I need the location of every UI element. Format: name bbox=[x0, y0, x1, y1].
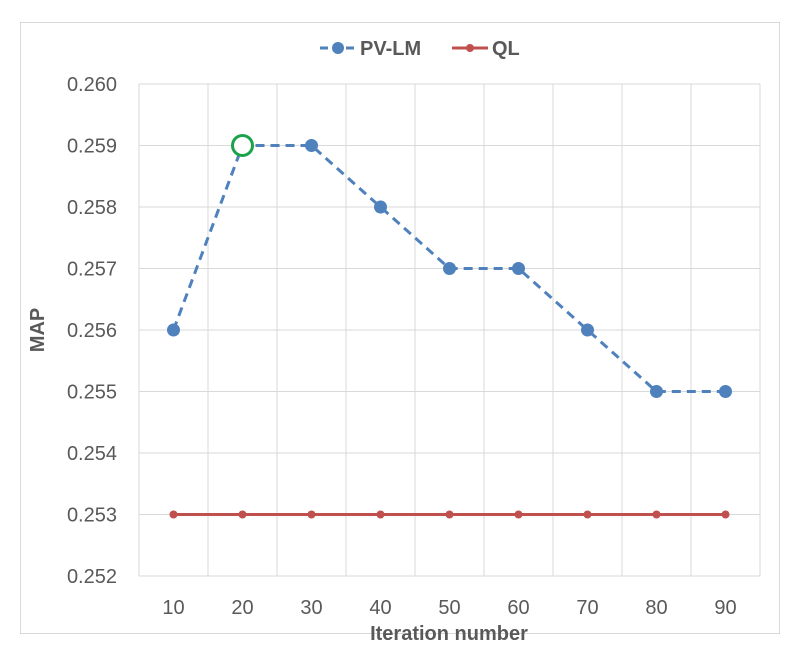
y-tick-label: 0.253 bbox=[67, 505, 117, 527]
x-tick-label: 40 bbox=[369, 597, 391, 619]
y-tick-label: 0.259 bbox=[67, 136, 117, 158]
highlighted-point bbox=[231, 134, 254, 157]
legend-pvlm-marker bbox=[332, 42, 344, 54]
x-axis-ticks: 10 20 30 40 50 60 70 80 90 bbox=[162, 597, 736, 619]
legend-ql-marker bbox=[466, 44, 474, 52]
y-tick-label: 0.255 bbox=[67, 382, 117, 404]
data-point-ql bbox=[238, 510, 247, 519]
data-point-ql bbox=[169, 510, 178, 519]
chart-frame bbox=[20, 22, 780, 634]
data-point-pv-lm bbox=[719, 385, 732, 398]
x-tick-label: 70 bbox=[576, 597, 598, 619]
data-point-pv-lm bbox=[650, 385, 663, 398]
y-tick-label: 0.257 bbox=[67, 259, 117, 281]
y-tick-label: 0.252 bbox=[67, 566, 117, 588]
legend: PV-LM QL bbox=[320, 38, 520, 60]
x-tick-label: 20 bbox=[231, 597, 253, 619]
data-point-ql bbox=[652, 510, 661, 519]
x-tick-label: 90 bbox=[714, 597, 736, 619]
x-axis-title: Iteration number bbox=[370, 623, 528, 645]
legend-pvlm-label: PV-LM bbox=[360, 38, 421, 60]
x-tick-label: 80 bbox=[645, 597, 667, 619]
data-point-pv-lm bbox=[512, 262, 525, 275]
data-point-ql bbox=[514, 510, 523, 519]
x-tick-label: 30 bbox=[300, 597, 322, 619]
y-tick-label: 0.254 bbox=[67, 443, 117, 465]
data-point-pv-lm bbox=[374, 200, 387, 214]
y-axis-title: MAP bbox=[27, 308, 49, 352]
data-point-pv-lm bbox=[443, 262, 456, 275]
data-point-pv-lm bbox=[305, 139, 318, 152]
data-point-pv-lm bbox=[167, 323, 180, 337]
series-layer bbox=[167, 134, 732, 519]
data-point-ql bbox=[583, 510, 592, 519]
legend-ql-label: QL bbox=[492, 38, 520, 60]
y-tick-label: 0.258 bbox=[67, 197, 117, 219]
x-tick-label: 60 bbox=[507, 597, 529, 619]
y-tick-label: 0.260 bbox=[67, 74, 117, 96]
data-point-pv-lm bbox=[581, 323, 594, 337]
y-axis-ticks: 0.252 0.253 0.254 0.255 0.256 0.257 0.258 0.259… bbox=[67, 74, 117, 588]
gridlines bbox=[138, 83, 761, 577]
x-tick-label: 10 bbox=[162, 597, 184, 619]
data-point-ql bbox=[445, 510, 454, 519]
x-tick-label: 50 bbox=[438, 597, 460, 619]
data-point-ql bbox=[307, 510, 316, 519]
y-tick-label: 0.256 bbox=[67, 320, 117, 342]
data-point-ql bbox=[376, 510, 385, 519]
data-point-ql bbox=[721, 510, 730, 519]
